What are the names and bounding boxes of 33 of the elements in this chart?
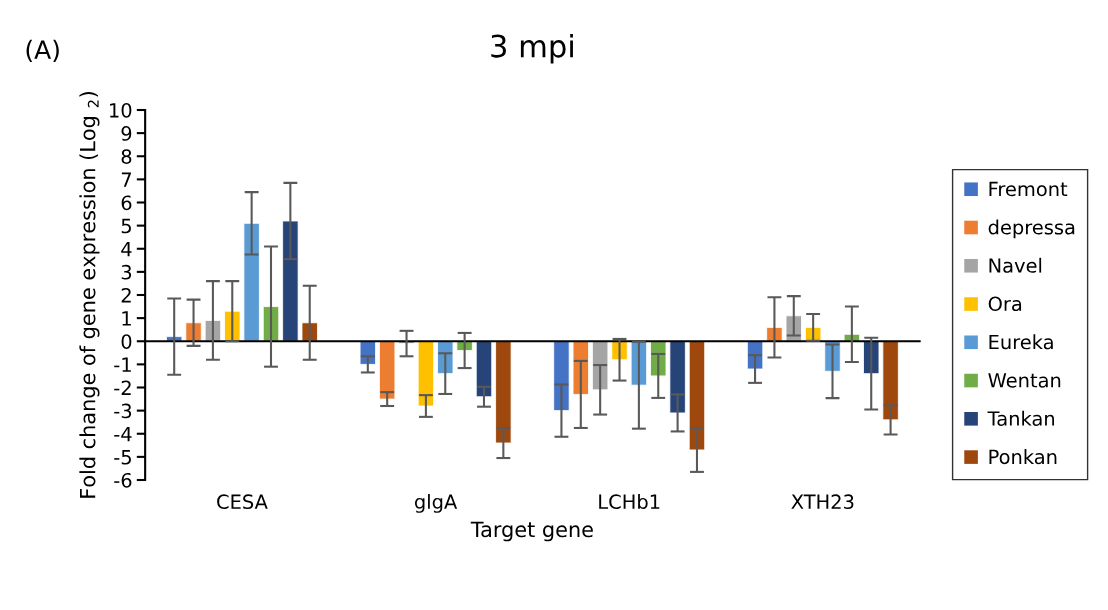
y-tick-label: 4 [121, 241, 132, 257]
legend-label: Fremont [989, 181, 1068, 197]
legend-label: Wentan [988, 373, 1061, 388]
y-axis-title: Fold change of gene expression (Log $_{2}$) [79, 92, 100, 498]
y-tick-label: -2 [114, 380, 131, 395]
legend-label: Eureka [989, 334, 1053, 350]
y-tick-label: 8 [121, 149, 132, 164]
y-tick-label: 7 [121, 172, 131, 187]
legend-label: Tankan [987, 410, 1055, 426]
y-tick-label: -1 [114, 357, 131, 372]
legend-label: Navel [989, 257, 1042, 273]
legend-label: depressa [988, 219, 1075, 239]
y-tick-label: 5 [121, 218, 131, 234]
x-tick-label: CESA [217, 494, 268, 510]
y-tick-label: 6 [121, 195, 132, 211]
x-tick-label: glgA [414, 494, 458, 513]
x-tick-label: XTH23 [791, 494, 854, 510]
y-tick-label: -6 [114, 472, 132, 488]
y-tick-label: -5 [114, 450, 131, 465]
legend-label: Ponkan [989, 449, 1057, 465]
y-tick-label: 2 [121, 287, 131, 303]
y-tick-label: 9 [121, 126, 132, 141]
y-tick-label: -3 [114, 403, 132, 419]
chart-title: 3 mpi [491, 34, 573, 64]
y-tick-label: 0 [121, 334, 132, 349]
y-tick-label: 1 [122, 311, 131, 326]
legend-label: Ora [988, 296, 1022, 312]
x-axis-title: Target gene [470, 521, 593, 542]
y-tick-label: 10 [110, 102, 132, 118]
y-tick-label: -4 [114, 426, 132, 442]
text: (A) [26, 39, 59, 63]
y-tick-label: 3 [121, 264, 132, 280]
x-tick-label: LCHb1 [599, 494, 660, 510]
